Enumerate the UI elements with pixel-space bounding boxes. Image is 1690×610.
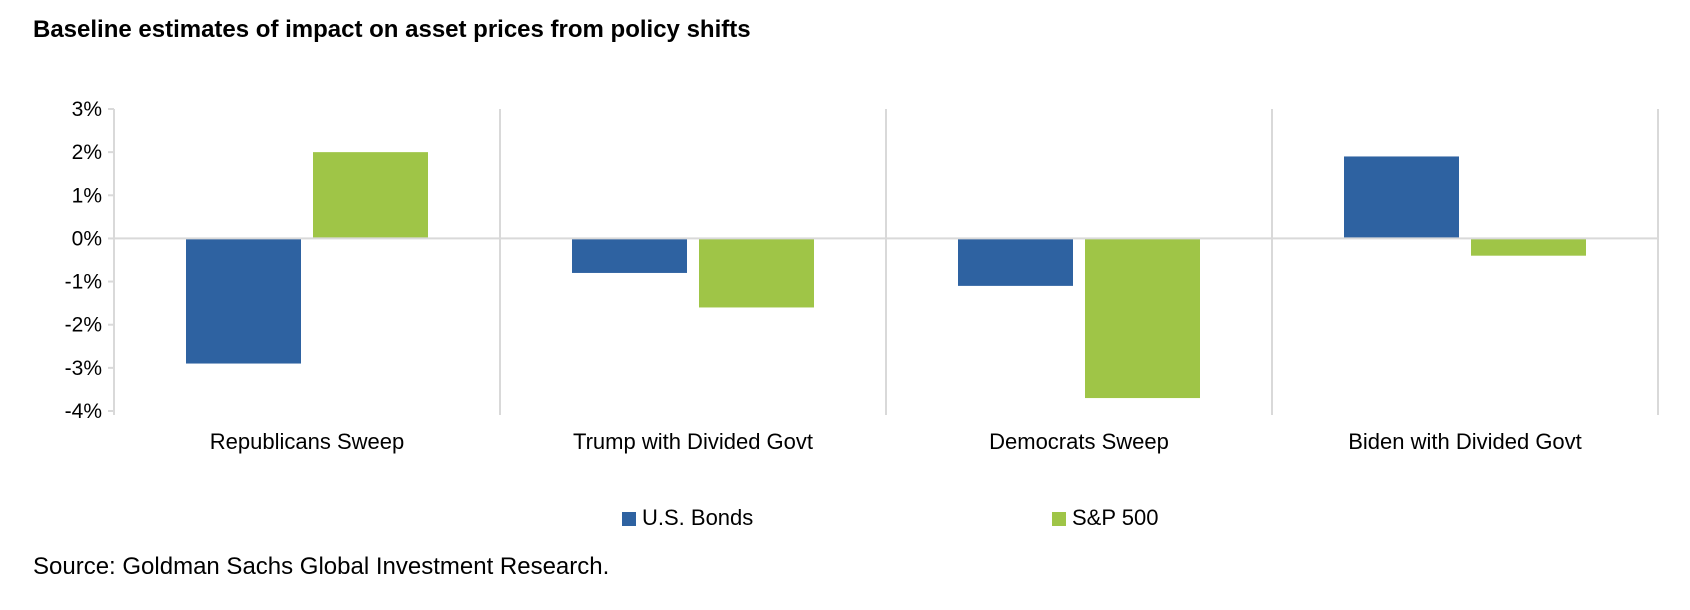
category-label: Trump with Divided Govt <box>573 429 813 454</box>
bar-s-p-500-1 <box>699 238 814 308</box>
bars-layer <box>186 152 1586 399</box>
y-tick-label: -1% <box>65 271 102 294</box>
y-tick-label: -3% <box>65 357 102 380</box>
bar-s-p-500-2 <box>1085 238 1200 399</box>
bar-s-p-500-3 <box>1471 238 1586 256</box>
bar-u-s-bonds-2 <box>958 238 1073 286</box>
legend-label: U.S. Bonds <box>642 505 753 530</box>
bar-u-s-bonds-1 <box>572 238 687 273</box>
grid-layer <box>113 109 1659 415</box>
legend-label: S&P 500 <box>1072 505 1158 530</box>
category-label: Biden with Divided Govt <box>1348 429 1582 454</box>
chart-title: Baseline estimates of impact on asset pr… <box>33 16 751 43</box>
y-tick-label: 1% <box>72 184 102 207</box>
bar-u-s-bonds-0 <box>186 238 301 364</box>
bar-u-s-bonds-3 <box>1344 156 1459 239</box>
category-label: Democrats Sweep <box>989 429 1169 454</box>
legend: U.S. Bonds S&P 500 <box>622 505 1158 530</box>
category-label: Republicans Sweep <box>210 429 404 454</box>
y-tick-label: 3% <box>72 98 102 121</box>
axis-layer: 3% 2% 1% 0% -1% -2% -3% -4% Republicans Sweep Tru… <box>65 98 1658 454</box>
legend-swatch <box>622 512 636 526</box>
y-tick-label: 2% <box>72 141 102 164</box>
legend-swatch <box>1052 512 1066 526</box>
source-note: Source: Goldman Sachs Global Investment … <box>33 553 610 580</box>
bar-s-p-500-0 <box>313 152 428 239</box>
y-tick-label: -2% <box>65 314 102 337</box>
y-tick-label: 0% <box>72 227 102 250</box>
y-tick-label: -4% <box>65 400 102 423</box>
